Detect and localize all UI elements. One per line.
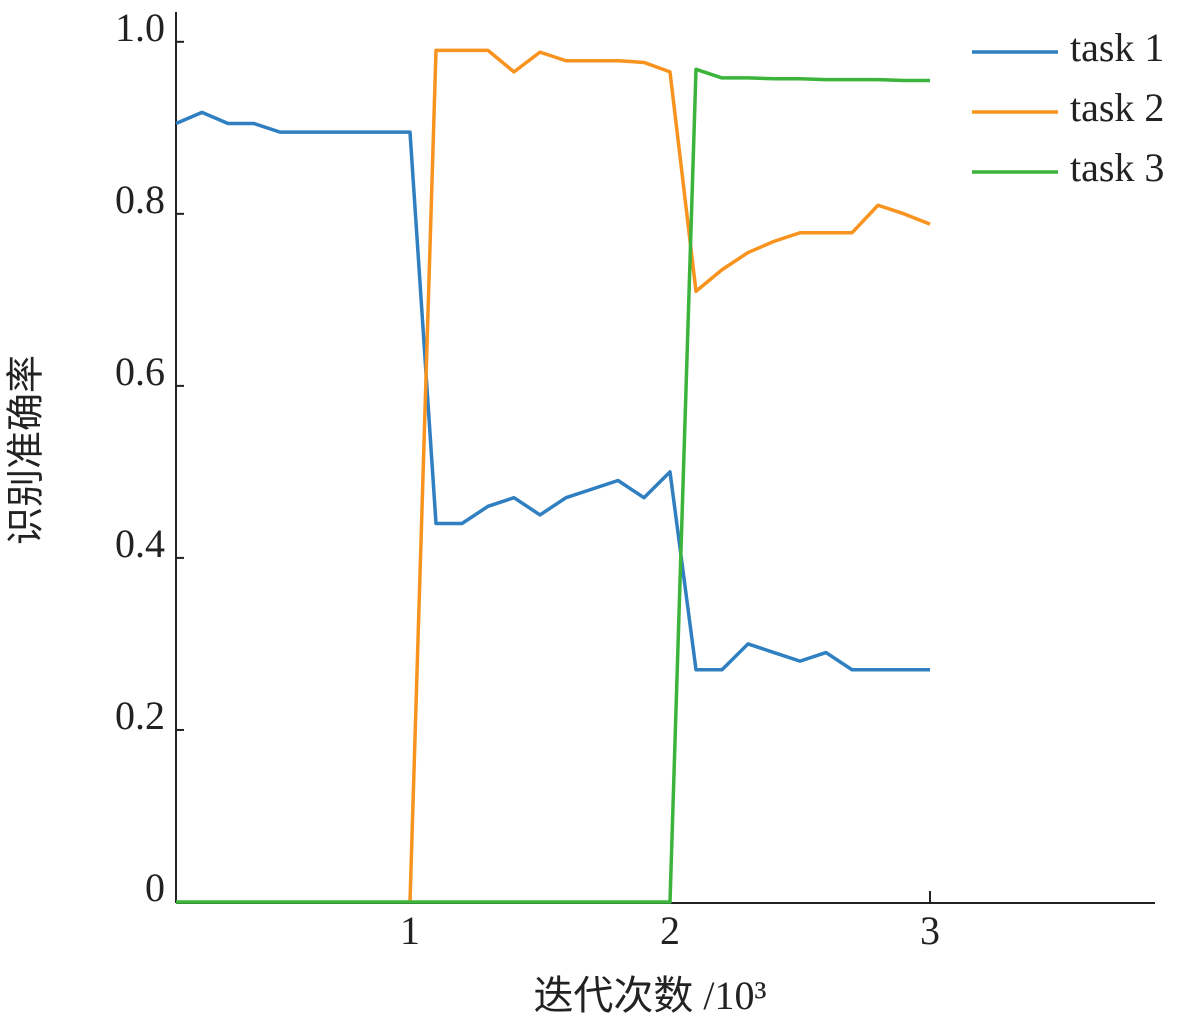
legend-label: task 3 (1070, 145, 1164, 190)
x-tick-label: 1 (400, 908, 420, 953)
line-series (408, 48, 931, 903)
line-series (176, 67, 930, 904)
y-tick-label: 0 (145, 865, 165, 910)
x-tick-label: 3 (920, 908, 940, 953)
y-tick-label: 0.2 (115, 693, 165, 738)
x-tick-label: 2 (660, 908, 680, 953)
legend-label: task 1 (1070, 25, 1164, 70)
y-tick-label: 0.4 (115, 521, 165, 566)
x-axis-label: 迭代次数 /10³ (533, 973, 766, 1018)
legend-label: task 2 (1070, 85, 1164, 130)
y-tick-label: 1.0 (115, 5, 165, 50)
line-series (175, 110, 930, 672)
y-tick-label: 0.8 (115, 177, 165, 222)
y-axis-label: 识别准确率 (4, 355, 48, 545)
y-tick-label: 0.6 (115, 349, 165, 394)
